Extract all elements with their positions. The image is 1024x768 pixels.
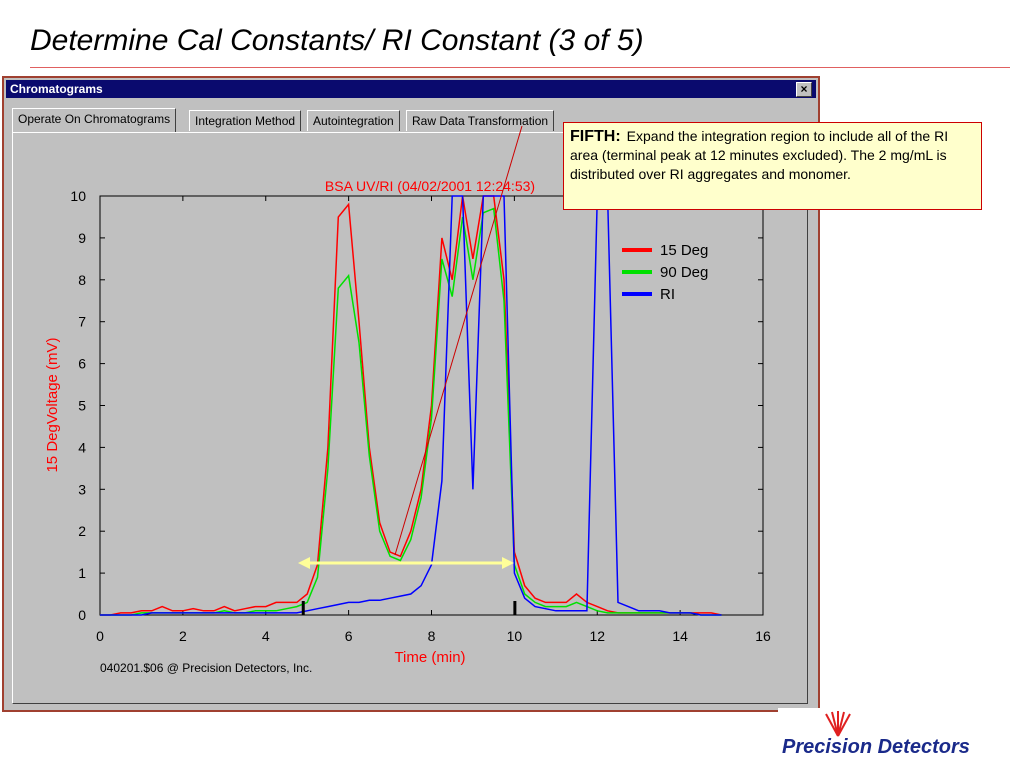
x-tick-label: 4 xyxy=(262,628,270,644)
x-tick-label: 16 xyxy=(755,628,771,644)
chart-title: BSA UV/RI (04/02/2001 12:24:53) xyxy=(325,178,535,194)
y-tick-label: 1 xyxy=(78,565,86,581)
y-tick-label: 8 xyxy=(78,272,86,288)
logo-icon xyxy=(825,711,851,737)
tab[interactable]: Raw Data Transformation xyxy=(406,110,555,131)
footer: 040201.$06 @ Precision Detectors, Inc. xyxy=(100,661,312,675)
x-axis-label: Time (min) xyxy=(394,649,465,666)
logo-text: Precision Detectors xyxy=(782,736,970,758)
tab[interactable]: Integration Method xyxy=(189,110,302,131)
y-tick-label: 2 xyxy=(78,523,86,539)
callout-text: Expand the integration region to include… xyxy=(570,128,949,182)
legend-label: 15 Deg xyxy=(660,242,708,259)
x-tick-label: 2 xyxy=(179,628,187,644)
x-tick-label: 0 xyxy=(96,628,104,644)
x-tick-label: 6 xyxy=(345,628,353,644)
tab-panel xyxy=(12,132,808,704)
x-tick-label: 10 xyxy=(507,628,523,644)
arrow-head xyxy=(298,557,310,569)
slide-title: Determine Cal Constants/ RI Constant (3 … xyxy=(30,24,644,57)
y-tick-label: 0 xyxy=(78,607,86,623)
title-bar: Chromatograms × xyxy=(6,80,816,98)
x-tick-label: 8 xyxy=(428,628,436,644)
region-marker xyxy=(301,601,305,615)
y-tick-label: 10 xyxy=(70,188,86,204)
y-axis-label: 15 DegVoltage (mV) xyxy=(44,337,61,472)
tab[interactable]: Autointegration xyxy=(307,110,400,131)
y-tick-label: 7 xyxy=(78,314,86,330)
y-tick-label: 9 xyxy=(78,230,86,246)
tab[interactable]: Operate On Chromatograms xyxy=(12,108,177,132)
x-tick-label: 12 xyxy=(589,628,605,644)
x-tick-label: 14 xyxy=(672,628,688,644)
arrow-head xyxy=(502,557,514,569)
window-title: Chromatograms xyxy=(10,82,103,96)
y-tick-label: 6 xyxy=(78,356,86,372)
callout-pointer xyxy=(394,125,523,556)
series-line xyxy=(100,207,722,616)
y-tick-label: 5 xyxy=(78,398,86,414)
region-marker xyxy=(513,601,517,615)
series-line xyxy=(100,195,722,616)
y-tick-label: 3 xyxy=(78,481,86,497)
close-button[interactable]: × xyxy=(796,82,812,97)
callout: FIFTH: Expand the integration region to i… xyxy=(563,122,982,210)
title-rule xyxy=(30,67,1010,68)
y-tick-label: 4 xyxy=(78,439,86,455)
logo: Precision Detectors xyxy=(778,708,1018,766)
callout-heading: FIFTH: xyxy=(570,128,621,145)
series-line xyxy=(100,195,722,616)
legend-label: RI xyxy=(660,286,675,303)
legend-label: 90 Deg xyxy=(660,264,708,281)
